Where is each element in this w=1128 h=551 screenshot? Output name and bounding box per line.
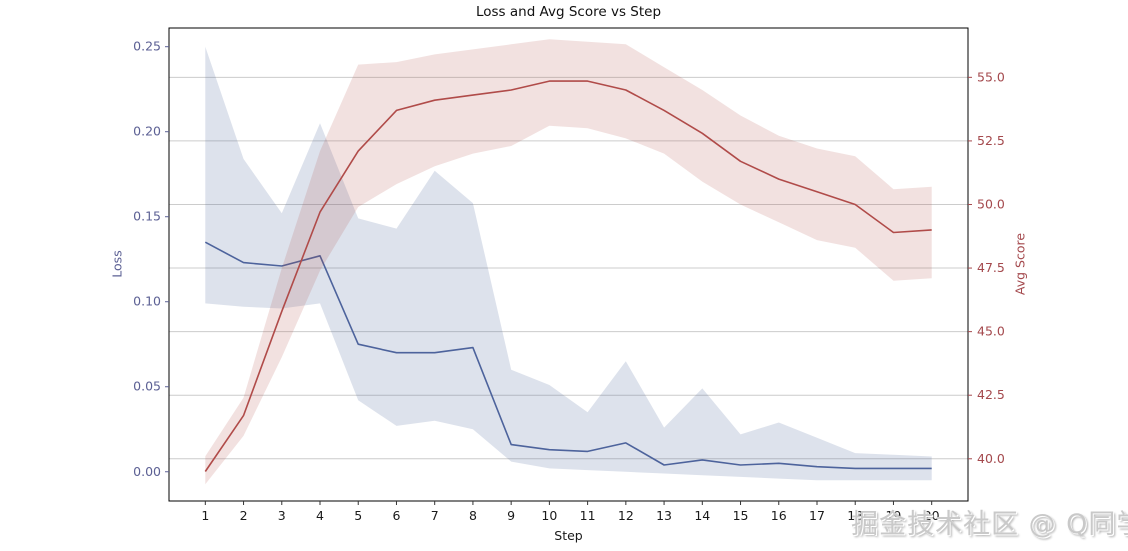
x-tick-label: 8 [469, 508, 477, 523]
right-axis-label: Avg Score [1012, 232, 1028, 296]
plot-border [168, 27, 969, 502]
right-tick-label: 40.0 [977, 451, 1005, 466]
x-tick-label: 19 [885, 508, 901, 523]
loss-confidence-band [205, 46, 932, 481]
x-tick-label: 16 [771, 508, 787, 523]
right-tick-label: 42.5 [977, 387, 1005, 402]
right-tick-label: 50.0 [977, 196, 1005, 211]
x-tick-label: 17 [809, 508, 825, 523]
left-tick-label: 0.20 [133, 124, 161, 139]
x-tick-label: 10 [541, 508, 557, 523]
avg-score-line [204, 80, 932, 472]
x-axis-label: Step [554, 528, 583, 543]
right-tick-label: 47.5 [977, 260, 1005, 275]
x-tick-label: 20 [924, 508, 940, 523]
right-tick-label: 52.5 [977, 133, 1005, 148]
left-tick-label: 0.00 [133, 464, 161, 479]
right-tick-label: 55.0 [977, 69, 1005, 84]
chart-title: Loss and Avg Score vs Step [475, 4, 662, 20]
x-tick-label: 15 [733, 508, 749, 523]
avg-score-confidence-band [205, 39, 932, 485]
left-tick-label: 0.10 [133, 294, 161, 309]
x-tick-label: 18 [847, 508, 863, 523]
x-tick-label: 7 [431, 508, 439, 523]
x-tick-label: 14 [694, 508, 710, 523]
loss-line [204, 241, 932, 470]
left-axis-label: Loss [109, 250, 125, 278]
watermark-text: 掘金技术社区 @ Q同学 [851, 509, 1128, 540]
x-tick-label: 9 [507, 508, 515, 523]
left-tick-label: 0.15 [133, 209, 161, 224]
left-tick-label: 0.05 [133, 379, 161, 394]
x-tick-label: 2 [240, 508, 248, 523]
x-tick-label: 12 [618, 508, 634, 523]
x-tick-label: 1 [201, 508, 209, 523]
x-tick-label: 11 [580, 508, 596, 523]
x-tick-label: 13 [656, 508, 672, 523]
x-tick-label: 3 [278, 508, 286, 523]
right-tick-label: 45.0 [977, 324, 1005, 339]
left-tick-label: 0.25 [133, 39, 161, 54]
x-tick-label: 5 [354, 508, 362, 523]
x-tick-label: 4 [316, 508, 324, 523]
x-tick-label: 6 [392, 508, 400, 523]
